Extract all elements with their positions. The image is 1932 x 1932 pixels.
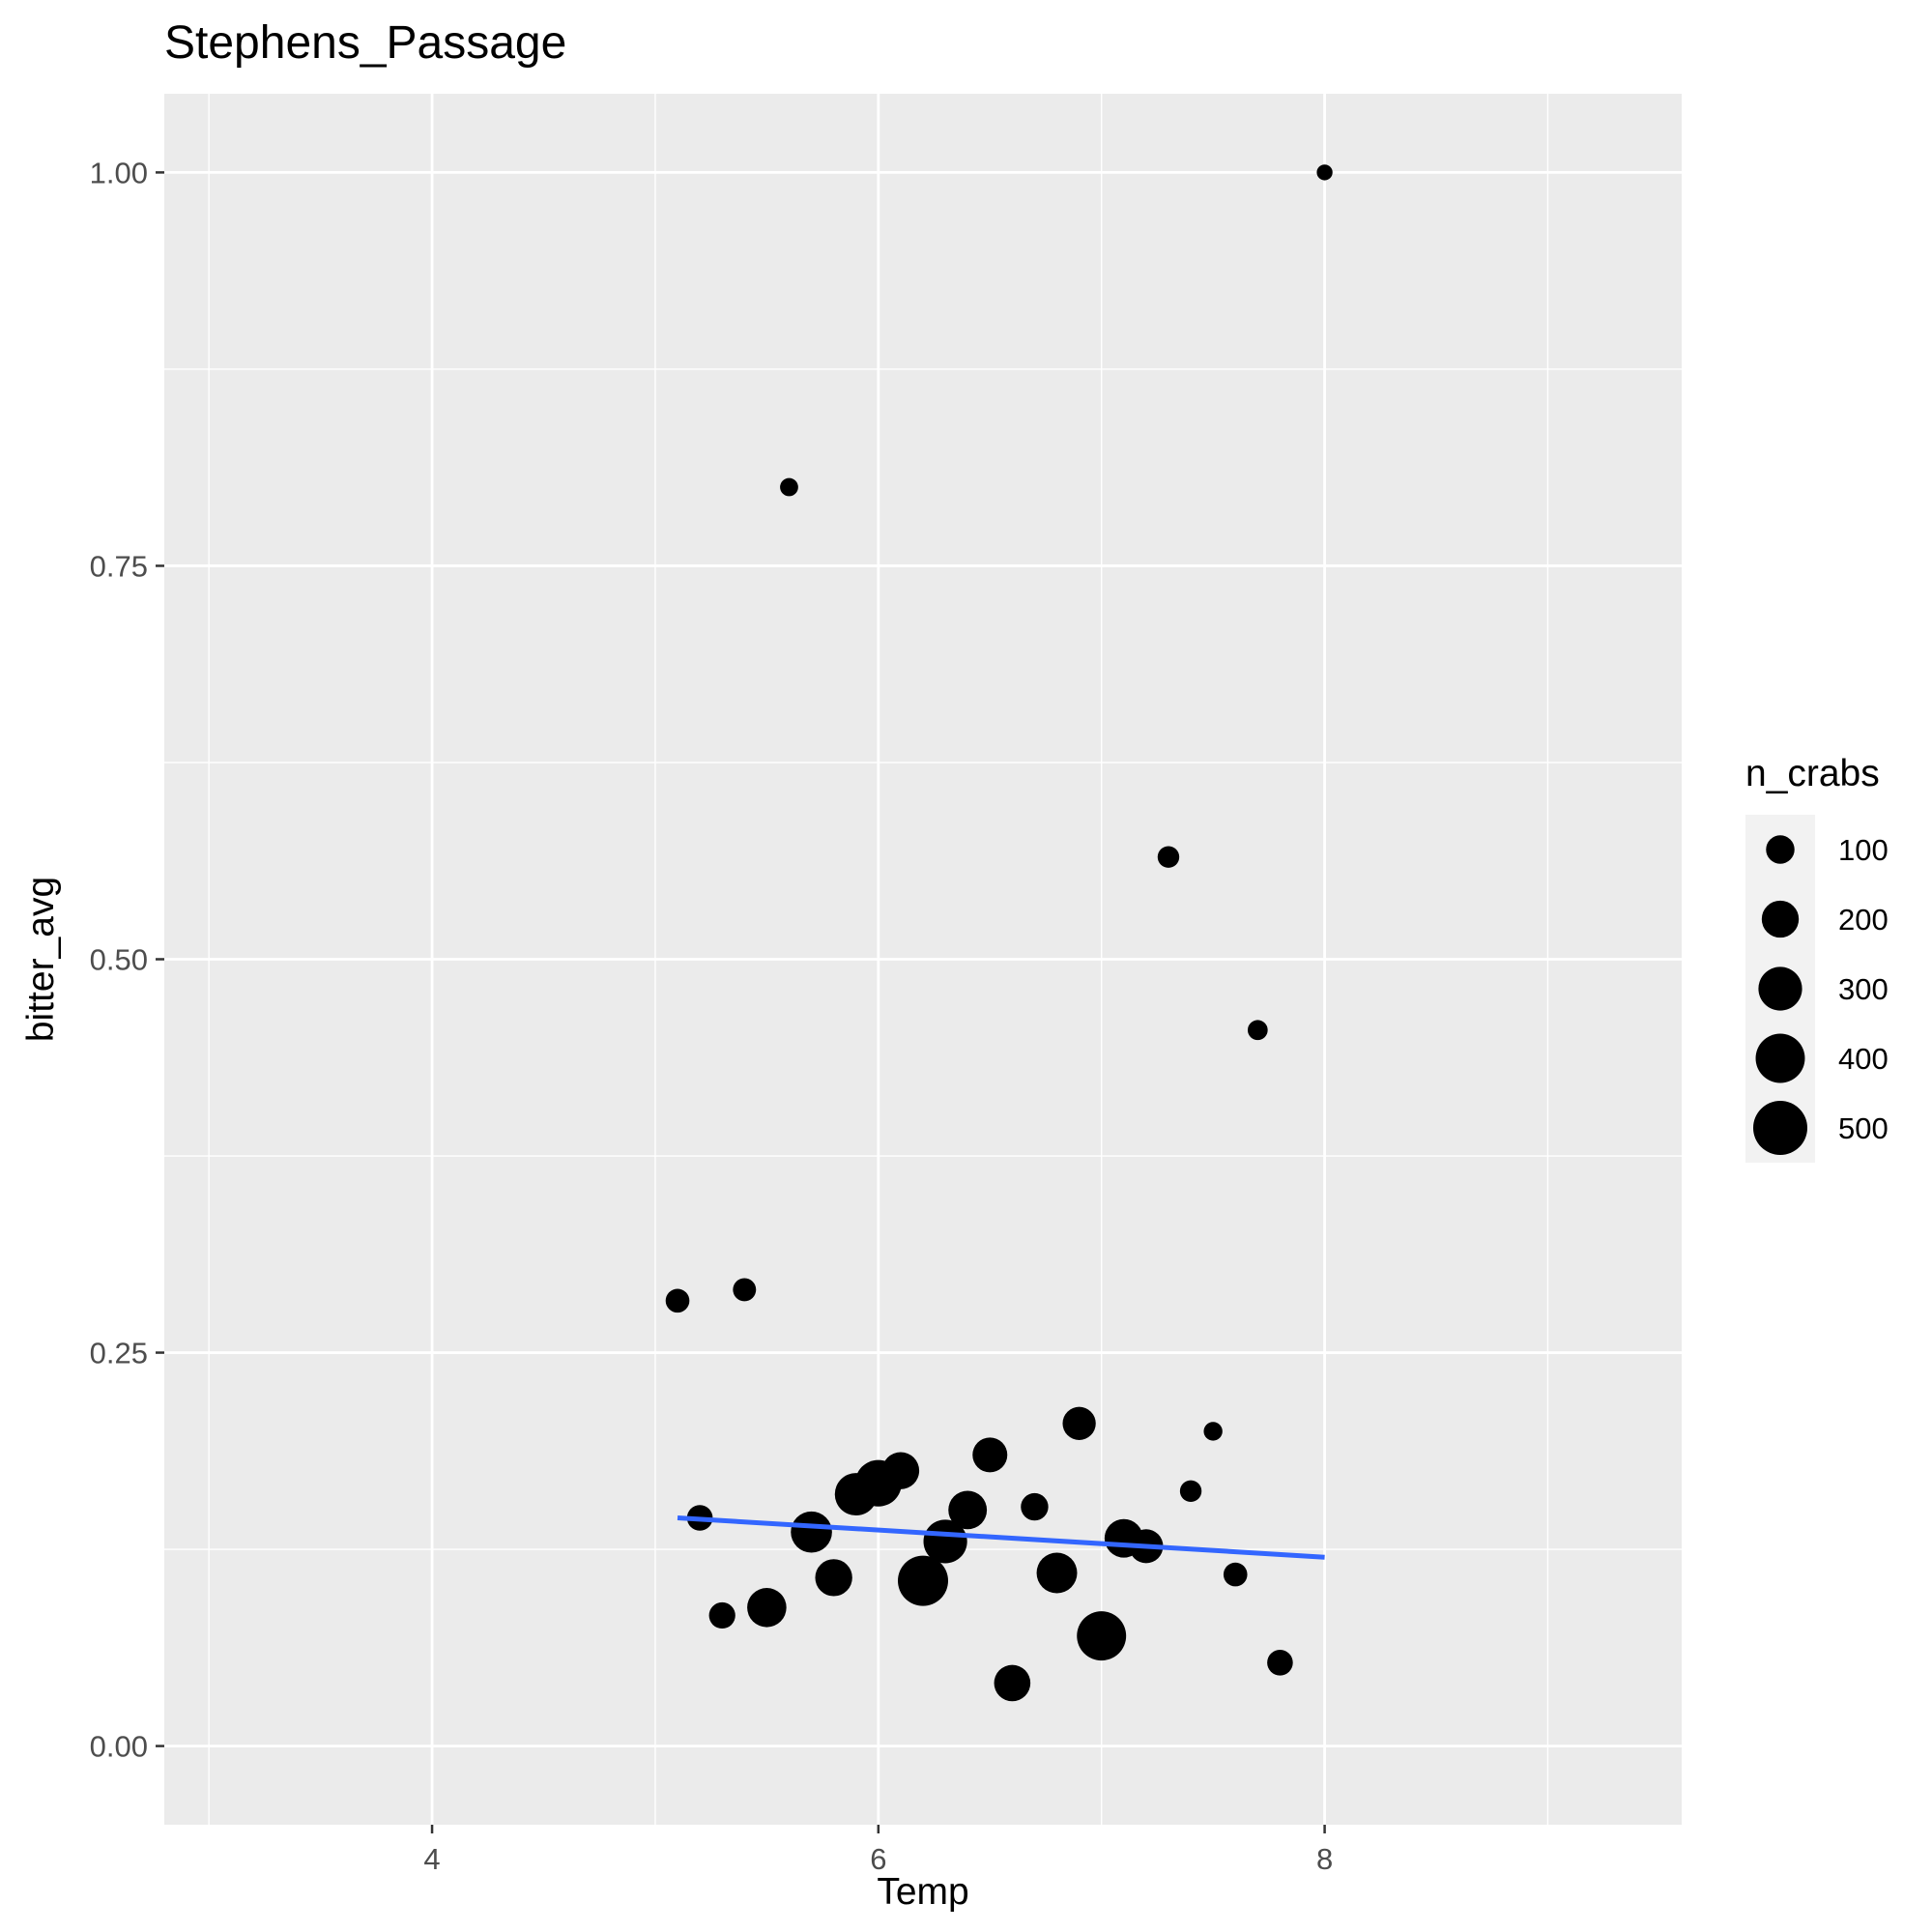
y-tick-label: 1.00 [90,156,148,189]
x-axis-ticks: 4 6 8 [423,1825,1333,1876]
trend-line [677,1515,1325,1560]
data-point [1179,1480,1202,1503]
data-point [1223,1562,1248,1587]
y-tick-label: 0.00 [90,1730,148,1764]
y-axis-title: bitter_avg [20,877,62,1042]
data-point [665,1288,690,1313]
legend-key [1766,835,1795,864]
data-point [834,1473,878,1516]
data-point [1203,1422,1223,1441]
data-point [791,1511,832,1553]
data-point [972,1437,1008,1473]
y-axis-ticks: 0.00 0.25 0.50 0.75 1.00 [90,156,164,1764]
data-point [747,1588,787,1628]
data-point [923,1519,967,1564]
data-point [708,1601,735,1629]
data-point [815,1559,852,1597]
legend-label: 100 [1838,833,1889,867]
data-point [1062,1406,1096,1440]
data-point [1036,1552,1078,1594]
x-tick-label: 8 [1316,1842,1333,1876]
legend-key [1755,1033,1805,1083]
legend-entries: 100 200 300 400 500 [1753,833,1889,1155]
legend-key [1761,900,1800,938]
x-tick-label: 6 [870,1842,886,1876]
data-point [1267,1650,1293,1676]
chart-title: Stephens_Passage [164,17,566,69]
data-point [780,477,798,497]
data-point [1157,846,1180,868]
x-tick-label: 4 [423,1842,440,1876]
data-point [733,1278,757,1302]
y-tick-label: 0.75 [90,549,148,583]
legend: n_crabs 100 200 300 400 500 [1745,753,1889,1163]
data-point [1021,1492,1049,1521]
legend-key [1758,966,1802,1011]
legend-label: 400 [1838,1042,1889,1076]
y-tick-label: 0.25 [90,1337,148,1370]
y-tick-label: 0.50 [90,943,148,977]
data-point [1077,1611,1127,1661]
legend-label: 300 [1838,972,1889,1006]
major-gridlines [164,94,1682,1825]
legend-title: n_crabs [1745,753,1880,794]
data-point [948,1490,988,1530]
legend-label: 200 [1838,903,1889,937]
data-point [1247,1020,1268,1041]
data-point [994,1664,1031,1702]
data-point [898,1555,948,1606]
legend-label: 500 [1838,1111,1889,1145]
data-point [1316,164,1333,181]
legend-key [1753,1101,1807,1155]
x-axis-title: Temp [877,1871,968,1913]
